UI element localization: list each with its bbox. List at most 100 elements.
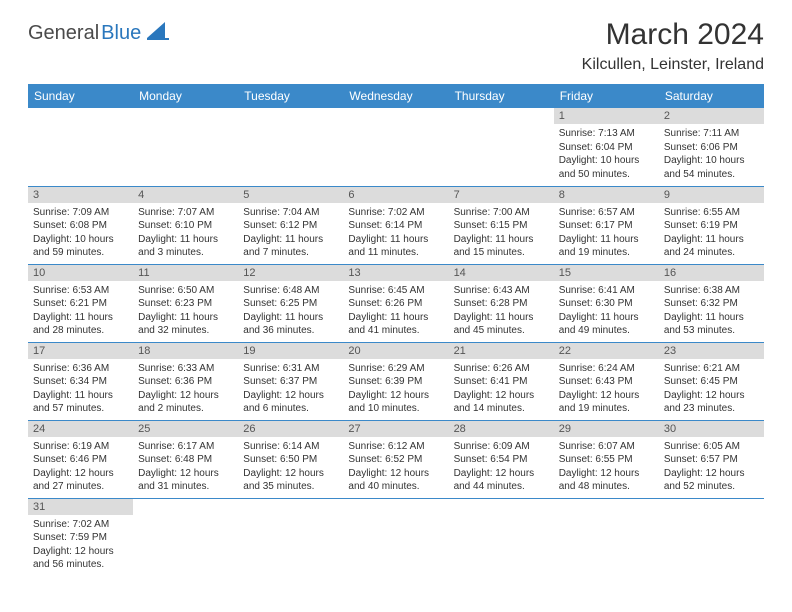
sunrise-line: Sunrise: 7:02 AM [348,206,443,220]
calendar-empty-cell [659,498,764,576]
day-number: 27 [343,421,448,437]
daylight-line: Daylight: 11 hours and 11 minutes. [348,233,443,260]
sunset-line: Sunset: 6:37 PM [243,375,338,389]
sunset-line: Sunset: 6:12 PM [243,219,338,233]
daylight-line: Daylight: 11 hours and 19 minutes. [559,233,654,260]
calendar-body: 1Sunrise: 7:13 AMSunset: 6:04 PMDaylight… [28,108,764,576]
weekday-header: Saturday [659,84,764,108]
sunset-line: Sunset: 6:57 PM [664,453,759,467]
weekday-header: Friday [554,84,659,108]
logo-sail-icon [147,22,169,45]
calendar-empty-cell [238,108,343,186]
calendar-week-row: 3Sunrise: 7:09 AMSunset: 6:08 PMDaylight… [28,186,764,264]
day-number: 4 [133,187,238,203]
sunset-line: Sunset: 7:59 PM [33,531,128,545]
weekday-header: Thursday [449,84,554,108]
calendar-day-cell: 25Sunrise: 6:17 AMSunset: 6:48 PMDayligh… [133,420,238,498]
daylight-line: Daylight: 11 hours and 36 minutes. [243,311,338,338]
calendar-day-cell: 26Sunrise: 6:14 AMSunset: 6:50 PMDayligh… [238,420,343,498]
daylight-line: Daylight: 11 hours and 7 minutes. [243,233,338,260]
day-details: Sunrise: 6:24 AMSunset: 6:43 PMDaylight:… [554,359,659,420]
calendar-day-cell: 31Sunrise: 7:02 AMSunset: 7:59 PMDayligh… [28,498,133,576]
sunrise-line: Sunrise: 6:31 AM [243,362,338,376]
day-details: Sunrise: 6:41 AMSunset: 6:30 PMDaylight:… [554,281,659,342]
day-details: Sunrise: 7:09 AMSunset: 6:08 PMDaylight:… [28,203,133,264]
day-details: Sunrise: 6:43 AMSunset: 6:28 PMDaylight:… [449,281,554,342]
daylight-line: Daylight: 12 hours and 31 minutes. [138,467,233,494]
weekday-header: Wednesday [343,84,448,108]
day-details: Sunrise: 6:26 AMSunset: 6:41 PMDaylight:… [449,359,554,420]
daylight-line: Daylight: 12 hours and 14 minutes. [454,389,549,416]
sunset-line: Sunset: 6:06 PM [664,141,759,155]
day-details: Sunrise: 6:31 AMSunset: 6:37 PMDaylight:… [238,359,343,420]
sunrise-line: Sunrise: 7:09 AM [33,206,128,220]
sunset-line: Sunset: 6:21 PM [33,297,128,311]
day-number: 24 [28,421,133,437]
day-details: Sunrise: 6:17 AMSunset: 6:48 PMDaylight:… [133,437,238,498]
day-number: 23 [659,343,764,359]
day-details: Sunrise: 6:19 AMSunset: 6:46 PMDaylight:… [28,437,133,498]
day-number: 3 [28,187,133,203]
sunrise-line: Sunrise: 6:48 AM [243,284,338,298]
day-number: 17 [28,343,133,359]
calendar-day-cell: 5Sunrise: 7:04 AMSunset: 6:12 PMDaylight… [238,186,343,264]
day-details: Sunrise: 6:21 AMSunset: 6:45 PMDaylight:… [659,359,764,420]
sunset-line: Sunset: 6:28 PM [454,297,549,311]
sunrise-line: Sunrise: 6:09 AM [454,440,549,454]
day-number: 25 [133,421,238,437]
sunrise-line: Sunrise: 7:00 AM [454,206,549,220]
daylight-line: Daylight: 11 hours and 3 minutes. [138,233,233,260]
sunrise-line: Sunrise: 6:43 AM [454,284,549,298]
day-number: 9 [659,187,764,203]
daylight-line: Daylight: 11 hours and 24 minutes. [664,233,759,260]
daylight-line: Daylight: 12 hours and 40 minutes. [348,467,443,494]
sunset-line: Sunset: 6:54 PM [454,453,549,467]
day-number: 5 [238,187,343,203]
calendar-day-cell: 4Sunrise: 7:07 AMSunset: 6:10 PMDaylight… [133,186,238,264]
day-number: 11 [133,265,238,281]
calendar-day-cell: 13Sunrise: 6:45 AMSunset: 6:26 PMDayligh… [343,264,448,342]
sunrise-line: Sunrise: 6:41 AM [559,284,654,298]
sunset-line: Sunset: 6:25 PM [243,297,338,311]
sunset-line: Sunset: 6:48 PM [138,453,233,467]
day-number: 28 [449,421,554,437]
calendar-empty-cell [133,498,238,576]
sunrise-line: Sunrise: 6:53 AM [33,284,128,298]
title-block: March 2024 Kilcullen, Leinster, Ireland [582,18,764,74]
weekday-header: Tuesday [238,84,343,108]
daylight-line: Daylight: 10 hours and 50 minutes. [559,154,654,181]
daylight-line: Daylight: 12 hours and 56 minutes. [33,545,128,572]
daylight-line: Daylight: 12 hours and 52 minutes. [664,467,759,494]
daylight-line: Daylight: 11 hours and 49 minutes. [559,311,654,338]
calendar-day-cell: 9Sunrise: 6:55 AMSunset: 6:19 PMDaylight… [659,186,764,264]
day-number: 16 [659,265,764,281]
sunset-line: Sunset: 6:52 PM [348,453,443,467]
daylight-line: Daylight: 12 hours and 2 minutes. [138,389,233,416]
daylight-line: Daylight: 11 hours and 32 minutes. [138,311,233,338]
calendar-week-row: 24Sunrise: 6:19 AMSunset: 6:46 PMDayligh… [28,420,764,498]
calendar-day-cell: 6Sunrise: 7:02 AMSunset: 6:14 PMDaylight… [343,186,448,264]
weekday-header: Sunday [28,84,133,108]
sunset-line: Sunset: 6:19 PM [664,219,759,233]
calendar-day-cell: 21Sunrise: 6:26 AMSunset: 6:41 PMDayligh… [449,342,554,420]
sunrise-line: Sunrise: 6:26 AM [454,362,549,376]
daylight-line: Daylight: 12 hours and 35 minutes. [243,467,338,494]
sunset-line: Sunset: 6:23 PM [138,297,233,311]
daylight-line: Daylight: 12 hours and 27 minutes. [33,467,128,494]
day-number: 1 [554,108,659,124]
daylight-line: Daylight: 12 hours and 6 minutes. [243,389,338,416]
daylight-line: Daylight: 12 hours and 44 minutes. [454,467,549,494]
calendar-day-cell: 22Sunrise: 6:24 AMSunset: 6:43 PMDayligh… [554,342,659,420]
calendar-day-cell: 18Sunrise: 6:33 AMSunset: 6:36 PMDayligh… [133,342,238,420]
calendar-day-cell: 23Sunrise: 6:21 AMSunset: 6:45 PMDayligh… [659,342,764,420]
page-header: General Blue March 2024 Kilcullen, Leins… [28,18,764,74]
calendar-header-row: SundayMondayTuesdayWednesdayThursdayFrid… [28,84,764,108]
sunrise-line: Sunrise: 6:36 AM [33,362,128,376]
day-details: Sunrise: 7:07 AMSunset: 6:10 PMDaylight:… [133,203,238,264]
day-number: 2 [659,108,764,124]
calendar-day-cell: 24Sunrise: 6:19 AMSunset: 6:46 PMDayligh… [28,420,133,498]
day-details: Sunrise: 6:38 AMSunset: 6:32 PMDaylight:… [659,281,764,342]
day-details: Sunrise: 6:45 AMSunset: 6:26 PMDaylight:… [343,281,448,342]
sunrise-line: Sunrise: 6:17 AM [138,440,233,454]
calendar-empty-cell [238,498,343,576]
